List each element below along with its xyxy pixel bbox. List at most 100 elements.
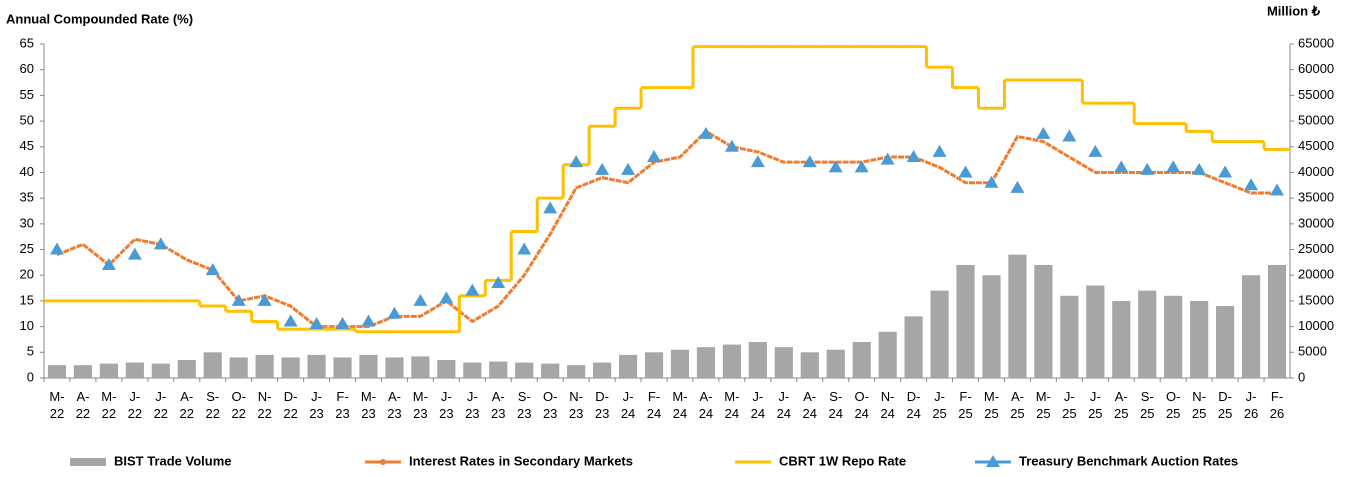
x-tick-label-line: A- — [492, 389, 505, 404]
y-tick-label: 0 — [27, 369, 34, 384]
x-tick-label-line: D- — [595, 389, 609, 404]
marker — [880, 152, 895, 165]
bar — [644, 352, 664, 378]
y2-tick-label: 5000 — [1298, 344, 1327, 359]
marker — [205, 263, 220, 276]
x-tick-label: M- 25 — [1036, 389, 1051, 421]
bar — [281, 357, 300, 378]
bar — [333, 357, 352, 378]
legend-label: BIST Trade Volume — [114, 453, 232, 468]
bar — [1138, 290, 1157, 378]
x-tick-label-line: 22 — [154, 406, 168, 421]
x-tick-label: J- 23 — [309, 389, 323, 421]
x-tick-label-line: J- — [623, 389, 634, 404]
x-tick-label-line: 25 — [1166, 406, 1180, 421]
x-tick-label-line: M- — [984, 389, 999, 404]
x-tick-label-line: 25 — [932, 406, 946, 421]
bar — [359, 354, 378, 378]
y2-tick-label: 0 — [1298, 369, 1305, 384]
marker — [621, 162, 636, 175]
x-tick-label: J- 25 — [1062, 389, 1076, 421]
bar — [385, 357, 404, 378]
x-tick-label-line: 23 — [543, 406, 557, 421]
y-tick-label: 45 — [20, 138, 34, 153]
marker — [854, 160, 869, 173]
y-tick-label: 30 — [20, 215, 34, 230]
x-tick-label-line: 24 — [854, 406, 868, 421]
bar — [125, 362, 144, 378]
x-tick-label-line: 24 — [880, 406, 894, 421]
x-tick-label: N- 24 — [880, 389, 894, 421]
x-tick-label: S- 23 — [517, 389, 531, 421]
marker — [1036, 126, 1051, 139]
marker — [153, 237, 168, 250]
x-tick-label-line: A- — [76, 389, 89, 404]
y-tick-label: 25 — [20, 241, 34, 256]
x-tick-label: A- 23 — [491, 389, 505, 421]
y2-tick-label: 65000 — [1298, 35, 1334, 50]
y2-tick-label: 60000 — [1298, 61, 1334, 76]
x-tick-label: F- 24 — [647, 389, 661, 421]
bar — [618, 354, 638, 378]
legend-label: Treasury Benchmark Auction Rates — [1019, 453, 1238, 468]
x-tick-label-line: M- — [361, 389, 376, 404]
x-tick-label-line: 23 — [439, 406, 453, 421]
x-tick-label-line: A- — [1115, 389, 1128, 404]
x-tick-label: J- 25 — [932, 389, 946, 421]
marker — [802, 155, 817, 168]
x-tick-label-line: 24 — [699, 406, 713, 421]
x-tick-label-line: M- — [672, 389, 687, 404]
x-tick-label: J- 22 — [128, 389, 142, 421]
bar — [47, 365, 67, 378]
marker — [1166, 160, 1181, 173]
x-tick-label: S- 22 — [205, 389, 219, 421]
bar — [722, 344, 741, 378]
y2-tick-label: 20000 — [1298, 267, 1334, 282]
bar — [411, 356, 430, 378]
x-tick-label: S- 24 — [828, 389, 842, 421]
bar — [1241, 275, 1261, 378]
x-tick-label-line: 23 — [491, 406, 505, 421]
x-tick-label-line: 24 — [906, 406, 920, 421]
x-tick-label-line: J- — [934, 389, 945, 404]
bar — [541, 363, 560, 378]
marker — [569, 155, 584, 168]
x-tick-label-line: 25 — [984, 406, 998, 421]
x-tick-label: M- 23 — [361, 389, 376, 421]
marker — [984, 175, 999, 188]
x-tick-label-line: S- — [829, 389, 842, 404]
x-tick-label-line: 22 — [205, 406, 219, 421]
marker — [724, 139, 739, 152]
x-tick-label-line: 22 — [76, 406, 90, 421]
y-axis-label: Annual Compounded Rate (%) — [6, 11, 193, 26]
marker — [828, 160, 843, 173]
y2-tick-label: 55000 — [1298, 87, 1334, 102]
x-tick-label-line: 23 — [413, 406, 427, 421]
bar — [1086, 285, 1105, 378]
marker — [283, 314, 298, 327]
y2-axis-label: Million ₺ — [1267, 3, 1321, 18]
x-tick-label: O- 23 — [543, 389, 557, 421]
bar — [800, 352, 819, 378]
x-tick-label-line: A- — [1011, 389, 1024, 404]
x-tick-label: N- 25 — [1192, 389, 1206, 421]
bar — [177, 360, 196, 378]
x-tick-label: J- 23 — [439, 389, 453, 421]
x-tick-label: D- 24 — [906, 389, 920, 421]
x-tick-label-line: D- — [907, 389, 921, 404]
x-tick-label: M- 23 — [413, 389, 428, 421]
y2-tick-label: 15000 — [1298, 292, 1334, 307]
x-tick-label-line: M- — [413, 389, 428, 404]
x-tick-label-line: N- — [1192, 389, 1206, 404]
x-tick-label: M- 22 — [49, 389, 64, 421]
x-tick-label-line: 23 — [517, 406, 531, 421]
marker — [1140, 162, 1155, 175]
x-tick-label-line: A- — [180, 389, 193, 404]
bar — [437, 360, 456, 378]
x-tick-label-line: M- — [49, 389, 64, 404]
bar — [956, 264, 975, 378]
bar — [203, 352, 222, 378]
x-tick-label-line: 22 — [102, 406, 116, 421]
y2-tick-label: 10000 — [1298, 318, 1334, 333]
